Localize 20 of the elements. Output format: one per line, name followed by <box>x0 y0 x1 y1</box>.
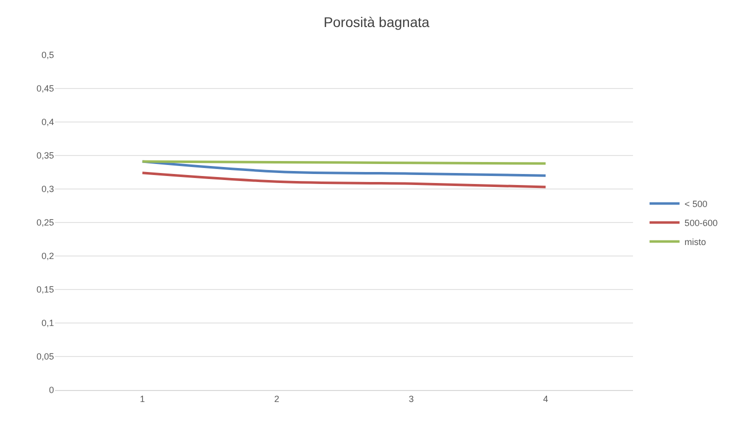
y-tick-label: 0,25 <box>36 218 54 228</box>
y-tick-label: 0,05 <box>36 352 54 362</box>
y-tick-label: 0,1 <box>41 318 54 328</box>
y-tick-label: 0,3 <box>41 184 54 194</box>
x-tick-label: 4 <box>543 394 548 404</box>
y-tick-label: 0 <box>48 385 54 396</box>
x-tick-label: 3 <box>408 394 414 404</box>
line-series <box>141 172 547 188</box>
y-tick-label: 0,4 <box>41 117 54 128</box>
x-tick-label: 1 <box>140 394 145 404</box>
y-tick-label: 0,2 <box>41 251 54 262</box>
y-tick-label: 0,15 <box>36 284 54 295</box>
legend-label: < 500 <box>684 199 708 210</box>
y-tick-label: 0,45 <box>36 84 54 94</box>
y-tick-label: 0,5 <box>41 50 54 60</box>
legend-label: 500-600 <box>684 218 718 228</box>
legend-label: misto <box>684 237 706 248</box>
chart-title: Porosità bagnata <box>324 14 430 30</box>
x-tick-label: 2 <box>274 394 280 404</box>
y-tick-label: 0,35 <box>36 150 54 161</box>
